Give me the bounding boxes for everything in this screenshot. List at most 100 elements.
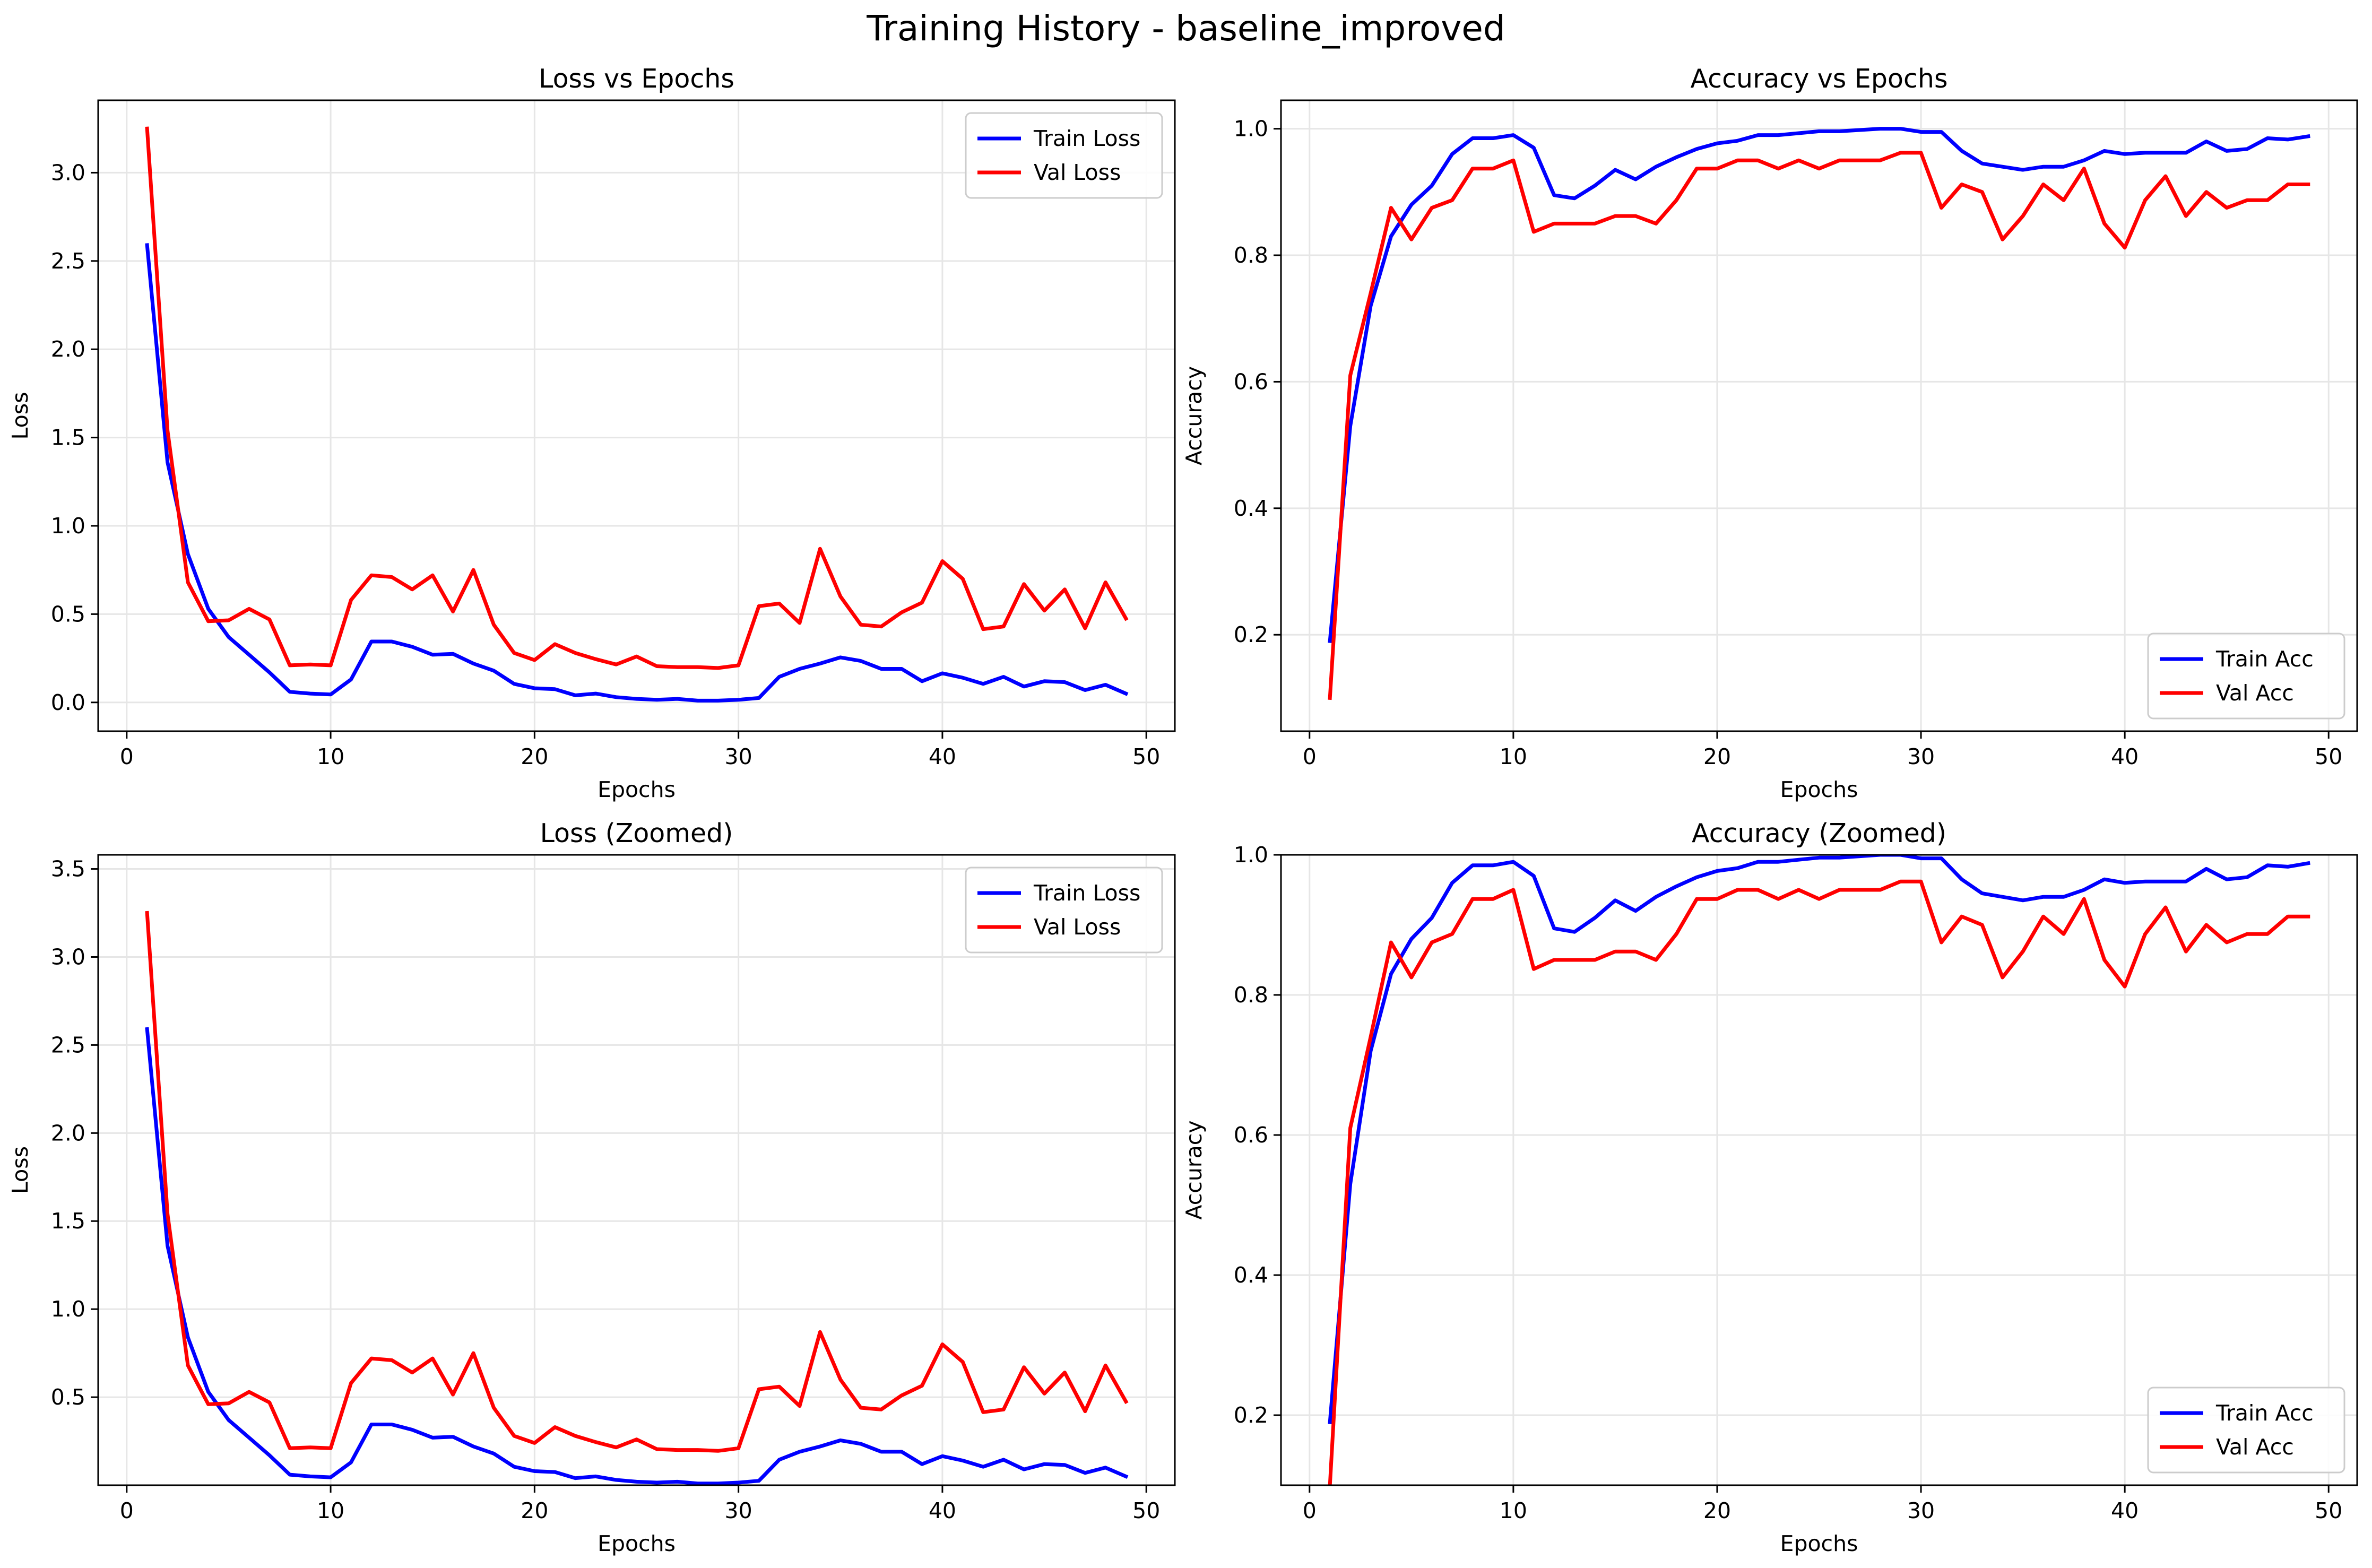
chart-1-series-train-loss — [145, 243, 1129, 703]
chart-2-x-tick-label: 10 — [1500, 744, 1527, 769]
chart-4-series-val-acc — [1328, 879, 2310, 1485]
chart-2-legend-label-val-acc: Val Acc — [2216, 680, 2294, 706]
chart-2-series-group — [1328, 127, 2310, 700]
chart-1-x-tick-label: 20 — [521, 744, 548, 769]
chart-2-x-tick-label: 20 — [1703, 744, 1731, 769]
chart-1-x-tick-label: 40 — [929, 744, 956, 769]
chart-3-series-train-loss — [145, 1027, 1129, 1485]
chart-3-y-tick-label: 3.5 — [51, 856, 85, 882]
chart-1-series-val-loss — [145, 126, 1129, 670]
chart-4-panel: 0 10 20 30 40 50 0.2 0.4 0.6 0.8 1.0 Accuracy (Zoom… — [1181, 818, 2358, 1556]
chart-3-y-tick-label: 2.0 — [51, 1120, 85, 1146]
chart-1-y-tick-label: 2.0 — [51, 336, 85, 362]
chart-4-y-tick-label: 1.0 — [1234, 842, 1268, 868]
chart-1-legend-label-val-loss: Val Loss — [1034, 160, 1121, 185]
chart-1-legend: Train Loss Val Loss — [965, 112, 1163, 199]
chart-2-series-train-acc — [1328, 127, 2310, 643]
chart-3-y-tick-label: 2.5 — [51, 1032, 85, 1058]
chart-3-y-tick-label: 1.0 — [51, 1296, 85, 1322]
chart-1-y-tick-label: 3.0 — [51, 160, 85, 185]
chart-2-x-axis-label: Epochs — [1780, 777, 1858, 802]
chart-4-y-tick-label: 0.4 — [1234, 1262, 1268, 1288]
chart-1-title: Loss vs Epochs — [539, 64, 734, 94]
chart-1-legend-box — [965, 112, 1163, 199]
chart-4-x-tick-label: 0 — [1303, 1498, 1317, 1523]
chart-2-legend-box — [2147, 633, 2345, 720]
chart-1-axes-frame — [97, 99, 1176, 732]
chart-3-series-group — [145, 911, 1129, 1485]
chart-1-y-tick-label: 1.5 — [51, 425, 85, 451]
chart-4-x-axis-label: Epochs — [1780, 1531, 1858, 1556]
chart-4-x-tick-label: 20 — [1703, 1498, 1731, 1523]
chart-1-x-axis-label: Epochs — [598, 777, 676, 802]
chart-4-legend-label-val-acc: Val Acc — [2216, 1434, 2294, 1460]
chart-4-series-group — [1328, 855, 2310, 1485]
chart-3-y-tick-label: 3.0 — [51, 944, 85, 969]
chart-3-legend: Train Loss Val Loss — [965, 867, 1163, 954]
chart-2-legend-label-train-acc: Train Acc — [2215, 646, 2314, 672]
chart-4-axes-frame — [1280, 854, 2358, 1486]
chart-4-y-axis-label: Accuracy — [1181, 1120, 1207, 1219]
chart-3-legend-label-train-loss: Train Loss — [1033, 880, 1140, 906]
chart-3-legend-box — [965, 867, 1163, 954]
chart-3-x-tick-label: 0 — [120, 1498, 134, 1523]
figure-title: Training History - baseline_improved — [866, 8, 1505, 49]
chart-1-y-tick-label: 0.0 — [51, 690, 85, 715]
chart-1-x-tick-label: 30 — [725, 744, 752, 769]
chart-3-title: Loss (Zoomed) — [540, 818, 733, 848]
chart-2-x-tick-label: 50 — [2315, 744, 2342, 769]
chart-1-x-tick-label: 10 — [317, 744, 344, 769]
chart-3-x-tick-label: 10 — [317, 1498, 344, 1523]
chart-panels: 0 10 20 30 40 50 0.0 0.5 1.0 1.5 2.0 2.5 3.0 Loss vs … — [7, 64, 2358, 1556]
chart-2-series-val-acc — [1328, 151, 2310, 700]
chart-1-x-tick-label: 50 — [1132, 744, 1160, 769]
chart-4-legend: Train Acc Val Acc — [2147, 1387, 2345, 1474]
chart-1-legend-label-train-loss: Train Loss — [1033, 126, 1140, 151]
chart-3-series-val-loss — [145, 911, 1129, 1453]
chart-1-y-axis-label: Loss — [7, 392, 33, 440]
chart-3-y-tick-label: 1.5 — [51, 1208, 85, 1234]
chart-3-x-tick-label: 50 — [1132, 1498, 1160, 1523]
chart-2-y-tick-label: 0.2 — [1234, 622, 1268, 647]
chart-2-panel: 0 10 20 30 40 50 0.2 0.4 0.6 0.8 1.0 Accuracy vs Ep… — [1181, 64, 2358, 802]
chart-4-x-tick-label: 10 — [1500, 1498, 1527, 1523]
chart-2-y-tick-label: 0.8 — [1234, 242, 1268, 268]
chart-3-y-tick-label: 0.5 — [51, 1384, 85, 1410]
chart-1-series-group — [145, 126, 1129, 703]
chart-3-panel: 0 10 20 30 40 50 0.5 1.0 1.5 2.0 2.5 3.0 3.5 Loss (Zo… — [7, 818, 1176, 1556]
chart-4-legend-box — [2147, 1387, 2345, 1474]
chart-2-y-tick-label: 0.4 — [1234, 496, 1268, 521]
chart-3-legend-label-val-loss: Val Loss — [1034, 914, 1121, 940]
chart-2-x-tick-label: 0 — [1303, 744, 1317, 769]
chart-2-x-tick-label: 40 — [2111, 744, 2139, 769]
chart-4-y-tick-label: 0.2 — [1234, 1402, 1268, 1428]
chart-4-x-tick-label: 30 — [1907, 1498, 1935, 1523]
chart-4-x-tick-label: 50 — [2315, 1498, 2342, 1523]
chart-3-x-axis-label: Epochs — [598, 1531, 676, 1556]
chart-1-y-tick-label: 2.5 — [51, 248, 85, 274]
chart-3-x-tick-label: 30 — [725, 1498, 752, 1523]
chart-3-axes-frame — [97, 854, 1176, 1486]
chart-1-x-tick-label: 0 — [120, 744, 134, 769]
chart-2-title: Accuracy vs Epochs — [1691, 64, 1948, 94]
chart-4-series-train-acc — [1328, 855, 2310, 1424]
chart-2-x-tick-label: 30 — [1907, 744, 1935, 769]
chart-1-y-tick-label: 1.0 — [51, 513, 85, 539]
chart-3-x-tick-label: 40 — [929, 1498, 956, 1523]
chart-4-title: Accuracy (Zoomed) — [1692, 818, 1946, 848]
chart-4-x-tick-label: 40 — [2111, 1498, 2139, 1523]
chart-4-y-tick-label: 0.8 — [1234, 982, 1268, 1008]
chart-3-x-tick-label: 20 — [521, 1498, 548, 1523]
chart-1-panel: 0 10 20 30 40 50 0.0 0.5 1.0 1.5 2.0 2.5 3.0 Loss vs … — [7, 64, 1176, 802]
chart-3-y-axis-label: Loss — [7, 1146, 33, 1194]
chart-4-legend-label-train-acc: Train Acc — [2215, 1400, 2314, 1426]
chart-2-axes-frame — [1280, 99, 2358, 732]
chart-2-y-tick-label: 1.0 — [1234, 116, 1268, 142]
chart-2-y-axis-label: Accuracy — [1181, 366, 1207, 465]
chart-1-y-tick-label: 0.5 — [51, 601, 85, 627]
chart-2-y-tick-label: 0.6 — [1234, 369, 1268, 394]
chart-4-y-tick-label: 0.6 — [1234, 1122, 1268, 1148]
chart-2-legend: Train Acc Val Acc — [2147, 633, 2345, 720]
